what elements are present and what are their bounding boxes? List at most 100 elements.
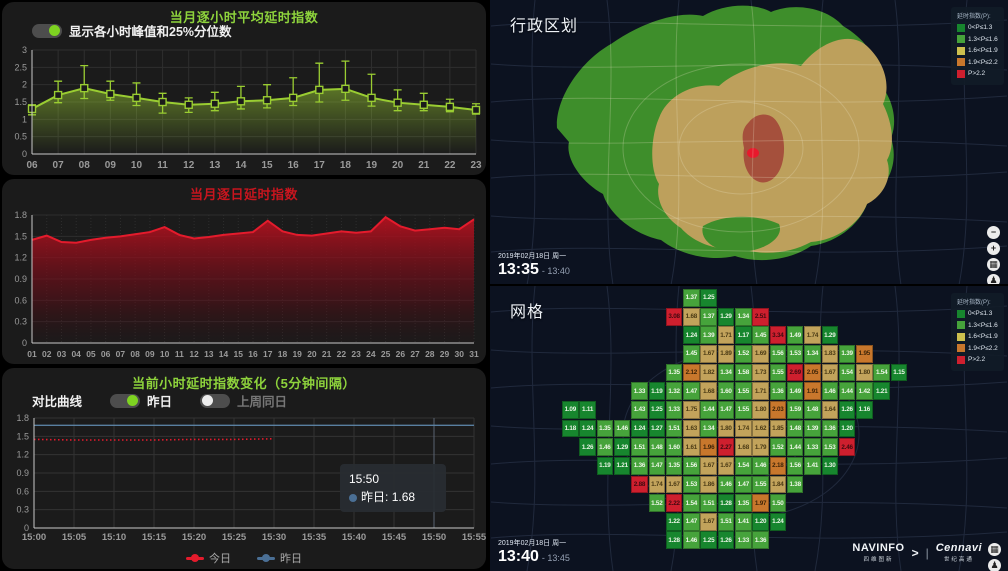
grid-cell[interactable]: 1.54: [683, 494, 700, 513]
grid-cell[interactable]: 1.39: [700, 326, 717, 345]
grid-cell[interactable]: 1.61: [683, 438, 700, 457]
grid-cell[interactable]: 2.46: [838, 438, 856, 457]
grid-cell[interactable]: 1.25: [648, 400, 666, 419]
grid-cell[interactable]: 1.32: [665, 382, 683, 401]
grid-cell[interactable]: 1.68: [735, 438, 752, 457]
grid-cell[interactable]: 2.22: [665, 494, 683, 513]
grid-cell[interactable]: 1.95: [856, 344, 873, 363]
grid-cell[interactable]: 1.44: [838, 382, 856, 401]
grid-cell[interactable]: 1.89: [717, 344, 735, 363]
grid-cell[interactable]: 1.21: [873, 382, 890, 401]
peak-percentile-toggle[interactable]: [32, 23, 62, 38]
grid-cell[interactable]: 1.11: [579, 400, 596, 419]
grid-cell[interactable]: 1.74: [648, 475, 666, 494]
grid-cell[interactable]: 1.48: [804, 400, 821, 419]
grid-cell[interactable]: 1.51: [700, 494, 717, 513]
grid-cell[interactable]: 1.29: [821, 326, 839, 345]
grid-cell[interactable]: 1.83: [821, 344, 839, 363]
grid-cell[interactable]: 1.46: [613, 419, 631, 438]
grid-cell[interactable]: 1.19: [596, 456, 614, 475]
grid-cell[interactable]: 1.80: [752, 400, 769, 419]
grid-cell[interactable]: 1.50: [769, 494, 787, 513]
data-point-marker[interactable]: [236, 97, 246, 106]
grid-cell[interactable]: 1.53: [786, 344, 804, 363]
grid-cell[interactable]: 1.28: [665, 531, 683, 550]
grid-cell[interactable]: 1.86: [700, 475, 717, 494]
grid-cell[interactable]: 1.39: [804, 419, 821, 438]
grid-cell[interactable]: 1.26: [579, 438, 596, 457]
data-point-marker[interactable]: [288, 93, 298, 103]
grid-cell[interactable]: 1.36: [631, 456, 648, 475]
grid-cell[interactable]: 1.17: [735, 326, 752, 345]
grid-cell[interactable]: 1.34: [804, 344, 821, 363]
grid-cell[interactable]: 2.12: [683, 363, 700, 382]
grid-cell[interactable]: 1.26: [838, 400, 856, 419]
grid-cell[interactable]: 1.45: [683, 344, 700, 363]
grid-cell[interactable]: 2.69: [786, 363, 804, 382]
grid-cell[interactable]: 1.20: [838, 419, 856, 438]
data-point-marker[interactable]: [80, 83, 89, 93]
grid-cell[interactable]: 1.52: [769, 438, 787, 457]
data-point-marker[interactable]: [341, 84, 350, 94]
grid-cell[interactable]: 1.24: [631, 419, 648, 438]
zoom-out-button[interactable]: −: [987, 226, 1000, 239]
grid-cell[interactable]: 1.48: [786, 419, 804, 438]
grid-cell[interactable]: 1.49: [786, 382, 804, 401]
grid-cell[interactable]: 1.22: [665, 512, 683, 531]
grid-cell[interactable]: 1.51: [717, 512, 735, 531]
grid-cell[interactable]: 1.42: [856, 382, 873, 401]
data-point-marker[interactable]: [445, 102, 455, 112]
streetview-button[interactable]: ♟: [988, 559, 1001, 571]
admin-map-canvas[interactable]: [490, 0, 1008, 284]
grid-cell[interactable]: 1.44: [786, 438, 804, 457]
grid-cell[interactable]: 1.52: [648, 494, 666, 513]
data-point-marker[interactable]: [158, 97, 167, 107]
grid-cell[interactable]: 1.75: [683, 400, 700, 419]
grid-cell[interactable]: 1.46: [752, 456, 769, 475]
grid-cell[interactable]: 1.53: [821, 438, 839, 457]
grid-cell[interactable]: 1.91: [804, 382, 821, 401]
grid-map[interactable]: 1.37 1.25 3.08 1.68 1.37 1.29 1.34 2.51 1.24 1.39…: [490, 286, 1008, 571]
grid-cell[interactable]: 1.09: [562, 400, 579, 419]
grid-cell[interactable]: 1.46: [821, 382, 839, 401]
grid-cell[interactable]: 1.80: [717, 419, 735, 438]
grid-cell[interactable]: 1.35: [665, 363, 683, 382]
lastweek-toggle[interactable]: [200, 393, 231, 408]
data-point-marker[interactable]: [184, 100, 193, 109]
grid-cell[interactable]: 2.03: [769, 400, 787, 419]
grid-cell[interactable]: 1.41: [804, 456, 821, 475]
grid-cell[interactable]: 1.30: [821, 456, 839, 475]
hourly-delay-chart[interactable]: 0 0.5 1 1.5 2 2.5 3 06 07 08 09 10 11 12 13 14 15 16 17 18 1…: [2, 42, 486, 172]
grid-cell[interactable]: 1.64: [821, 400, 839, 419]
grid-cell[interactable]: 1.37: [700, 307, 717, 326]
grid-cell[interactable]: 1.39: [838, 344, 856, 363]
grid-cell[interactable]: 1.58: [735, 363, 752, 382]
grid-cell[interactable]: 1.47: [648, 456, 666, 475]
grid-cell[interactable]: 1.62: [752, 419, 769, 438]
grid-cell[interactable]: 1.24: [769, 512, 787, 531]
grid-cell[interactable]: 1.54: [873, 363, 890, 382]
grid-cell[interactable]: 1.67: [700, 344, 717, 363]
grid-cell[interactable]: 1.74: [804, 326, 821, 345]
grid-cell[interactable]: 1.73: [752, 363, 769, 382]
overview-button[interactable]: ▦: [988, 543, 1001, 556]
grid-cell[interactable]: 1.41: [735, 512, 752, 531]
grid-cell[interactable]: 1.67: [717, 456, 735, 475]
grid-cell[interactable]: 1.74: [735, 419, 752, 438]
grid-cell[interactable]: 1.16: [856, 400, 873, 419]
grid-cell[interactable]: 1.36: [752, 531, 769, 550]
grid-cell[interactable]: 1.84: [769, 475, 787, 494]
yesterday-toggle[interactable]: [110, 393, 141, 408]
grid-cell[interactable]: 1.29: [613, 438, 631, 457]
grid-cell[interactable]: 1.69: [752, 344, 769, 363]
grid-cell[interactable]: 1.34: [717, 363, 735, 382]
grid-cell[interactable]: 1.37: [683, 289, 700, 307]
grid-cell[interactable]: 1.60: [665, 438, 683, 457]
grid-cell[interactable]: 1.67: [700, 512, 717, 531]
data-point-marker[interactable]: [393, 98, 402, 107]
grid-cell[interactable]: 1.54: [735, 456, 752, 475]
data-point-marker[interactable]: [419, 100, 428, 109]
grid-cell[interactable]: 1.56: [769, 344, 787, 363]
grid-cell[interactable]: 1.33: [631, 382, 648, 401]
grid-cell[interactable]: 1.24: [579, 419, 596, 438]
